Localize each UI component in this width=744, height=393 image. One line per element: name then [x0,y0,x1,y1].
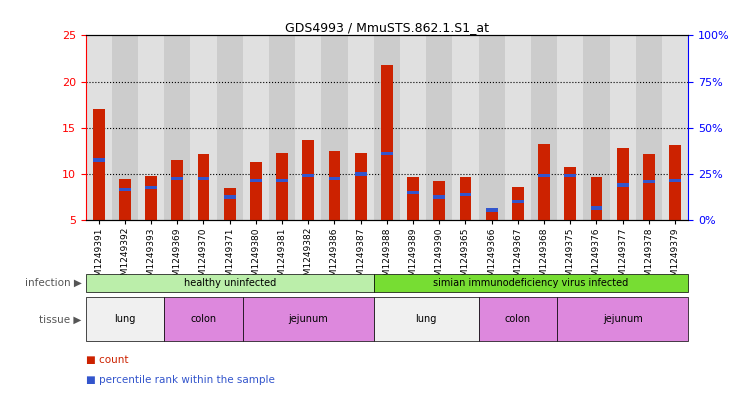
Bar [198,154,209,220]
Bar [426,35,452,220]
Bar [373,297,478,342]
Bar [224,195,236,198]
Bar [355,152,367,220]
Bar [86,274,373,292]
Bar [460,193,472,196]
Bar [381,152,393,155]
Bar [355,172,367,176]
Bar [643,154,655,220]
Bar [434,195,445,198]
Bar [486,208,498,220]
Bar [164,35,190,220]
Bar [636,35,662,220]
Bar [224,188,236,220]
Bar [400,35,426,220]
Bar [538,174,550,177]
Text: lung: lung [114,314,135,324]
Bar [276,179,288,182]
Bar [407,177,419,220]
Bar [347,35,373,220]
Bar [557,297,688,342]
Bar [373,35,400,220]
Bar [302,174,314,177]
Bar [138,35,164,220]
Bar [504,35,531,220]
Text: lung: lung [415,314,437,324]
Text: jejunum: jejunum [603,314,643,324]
Bar [243,297,373,342]
Bar [609,35,636,220]
Bar [486,208,498,211]
Text: ■ count: ■ count [86,356,128,365]
Bar [591,206,603,210]
Text: healthy uninfected: healthy uninfected [184,278,276,288]
Bar [329,151,340,220]
Bar [591,177,603,220]
Bar [538,144,550,220]
Bar [381,65,393,220]
Bar [250,162,262,220]
Bar [478,297,557,342]
Bar [512,187,524,220]
Text: ■ percentile rank within the sample: ■ percentile rank within the sample [86,375,275,385]
Bar [198,177,209,180]
Bar [669,145,681,220]
Bar [662,35,688,220]
Bar [434,181,445,220]
Bar [302,140,314,220]
Bar [93,158,105,162]
Text: jejunum: jejunum [289,314,328,324]
Bar [643,180,655,183]
Title: GDS4993 / MmuSTS.862.1.S1_at: GDS4993 / MmuSTS.862.1.S1_at [285,21,489,34]
Bar [145,176,157,220]
Bar [250,179,262,182]
Bar [171,177,183,180]
Bar [557,35,583,220]
Bar [617,184,629,187]
Bar [321,35,347,220]
Text: simian immunodeficiency virus infected: simian immunodeficiency virus infected [433,278,629,288]
Bar [243,35,269,220]
Bar [112,35,138,220]
Text: tissue ▶: tissue ▶ [39,314,82,324]
Bar [93,109,105,220]
Bar [119,178,131,220]
Bar [217,35,243,220]
Bar [295,35,321,220]
Bar [269,35,295,220]
Bar [86,35,112,220]
Bar [276,152,288,220]
Bar [171,160,183,220]
Bar [565,174,576,177]
Bar [329,177,340,180]
Bar [669,179,681,182]
Bar [190,35,217,220]
Bar [164,297,243,342]
Bar [460,177,472,220]
Bar [512,200,524,203]
Bar [478,35,504,220]
Bar [119,188,131,191]
Bar [407,191,419,194]
Bar [565,167,576,220]
Bar [145,186,157,189]
Bar [86,297,164,342]
Text: infection ▶: infection ▶ [25,278,82,288]
Text: colon: colon [190,314,217,324]
Bar [452,35,478,220]
Text: colon: colon [505,314,531,324]
Bar [373,274,688,292]
Bar [583,35,609,220]
Bar [617,148,629,220]
Bar [531,35,557,220]
